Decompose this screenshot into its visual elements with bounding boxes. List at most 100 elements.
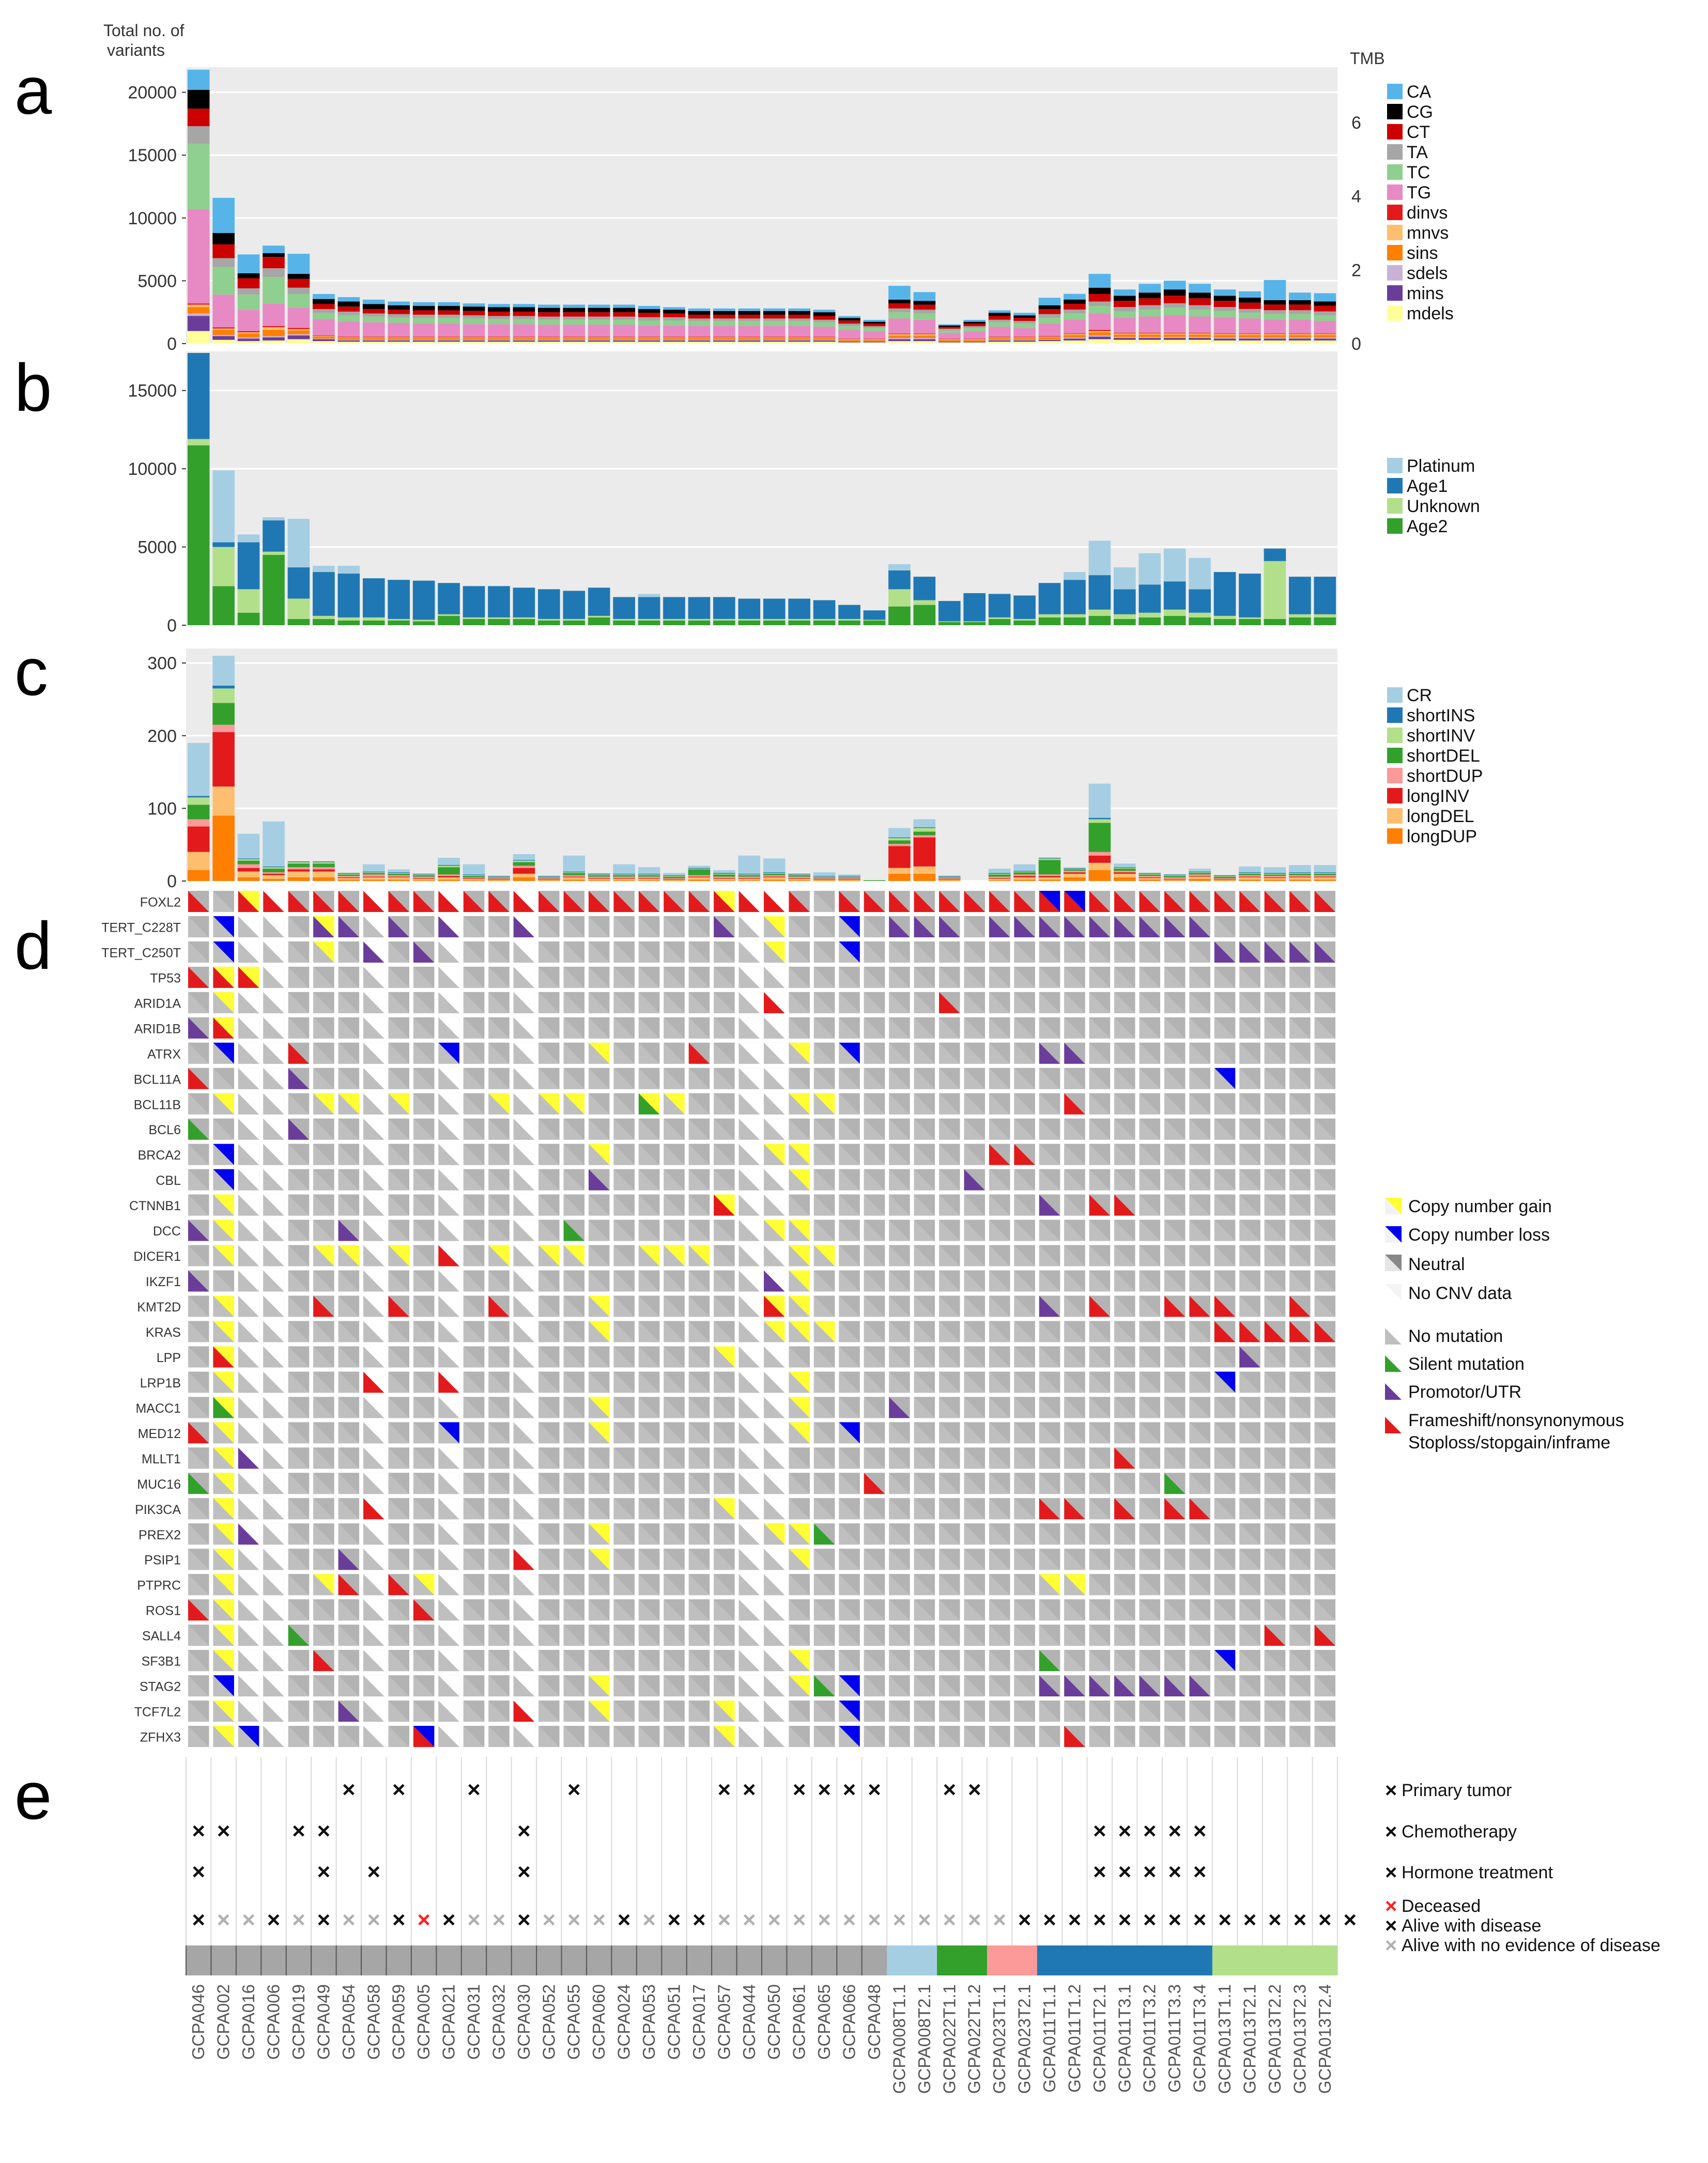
cnv-CTNNB1-GCPA057 — [714, 1194, 735, 1216]
cnv-FOXL2-GCPA054 — [338, 891, 360, 912]
mut-CTNNB1-GCPA022T1.1 — [939, 1194, 960, 1216]
mut-FOXL2-GCPA011T1.2 — [1064, 891, 1085, 912]
cnv-MACC1-GCPA022T1.1 — [939, 1397, 960, 1418]
cnv-LPP-GCPA060 — [588, 1346, 610, 1368]
mut-BCL6-GCPA022T1.1 — [939, 1118, 960, 1140]
bar-a-sdels-GCPA013T2.2 — [1264, 337, 1286, 339]
bar-a-sins-GCPA011T3.3 — [1163, 334, 1186, 337]
bar-a-mnvs-GCPA032 — [488, 337, 510, 338]
mut-BCL6-GCPA032 — [488, 1118, 510, 1140]
bar-c-shortDEL-GCPA011T3.1 — [1113, 869, 1136, 871]
bar-a-sins-GCPA017 — [688, 338, 711, 340]
cnv-BCL6-GCPA032 — [488, 1118, 510, 1140]
mut-MACC1-GCPA065 — [813, 1397, 835, 1418]
cnv-BCL6-GCPA013T2.1 — [1239, 1118, 1260, 1140]
mut-MLLT1-GCPA006 — [263, 1447, 284, 1469]
cnv-TERT_C228T-GCPA050 — [764, 916, 785, 937]
bar-c-CR-GCPA016 — [237, 833, 260, 859]
mut-PIK3CA-GCPA065 — [813, 1498, 835, 1520]
bar-a-CG-GCPA066 — [838, 318, 860, 321]
cnv-DICER1-GCPA008T1.1 — [889, 1245, 910, 1266]
mut-KRAS-GCPA013T2.4 — [1314, 1321, 1335, 1342]
cnv-FOXL2-GCPA061 — [789, 891, 810, 912]
mut-MLLT1-GCPA061 — [789, 1447, 810, 1469]
bar-b-Age1-GCPA055 — [563, 591, 586, 619]
cnv-BCL11B-GCPA024 — [613, 1093, 635, 1115]
mut-BCL11B-GCPA019 — [288, 1093, 310, 1115]
cnv-FOXL2-GCPA059 — [388, 891, 409, 912]
bar-a-TG-GCPA008T2.1 — [913, 319, 936, 334]
mut-DCC-GCPA006 — [263, 1219, 284, 1241]
mut-MUC16-GCPA046 — [188, 1473, 209, 1494]
mut-IKZF1-GCPA019 — [288, 1270, 310, 1292]
bar-a-CG-GCPA022T1.2 — [963, 321, 986, 324]
mut-CBL-GCPA011T1.1 — [1039, 1169, 1060, 1191]
mut-IKZF1-GCPA065 — [813, 1270, 835, 1292]
mut-CBL-GCPA013T2.2 — [1264, 1169, 1286, 1191]
cnv-PIK3CA-GCPA049 — [313, 1498, 334, 1520]
mut-BCL6-GCPA011T3.2 — [1139, 1118, 1160, 1140]
cnv-DCC-GCPA031 — [463, 1219, 485, 1241]
mut-LPP-GCPA060 — [588, 1346, 610, 1368]
bar-c-CR-GCPA013T2.2 — [1264, 867, 1286, 873]
mut-DCC-GCPA023T1.1 — [989, 1219, 1010, 1241]
cnv-FOXL2-GCPA011T3.1 — [1114, 891, 1135, 912]
mut-ARID1B-GCPA011T3.2 — [1139, 1017, 1160, 1039]
cnv-LPP-GCPA011T3.2 — [1139, 1346, 1160, 1368]
bar-a-CT-GCPA032 — [488, 311, 510, 316]
mut-IKZF1-GCPA011T2.1 — [1089, 1270, 1111, 1292]
bar-b-Age2-GCPA060 — [588, 617, 610, 625]
mut-DCC-GCPA061 — [789, 1219, 810, 1241]
mut-BCL6-GCPA066 — [839, 1118, 860, 1140]
mut-ARID1B-GCPA049 — [313, 1017, 334, 1039]
bar-a-sdels-GCPA060 — [588, 339, 610, 341]
bar-c-longINV-GCPA011T3.1 — [1113, 872, 1136, 874]
bar-b-Age2-GCPA008T2.1 — [913, 605, 936, 625]
cnv-KRAS-GCPA011T3.4 — [1189, 1321, 1210, 1342]
bar-c-shortINV-GCPA024 — [613, 874, 635, 875]
mut-KRAS-GCPA065 — [813, 1321, 835, 1342]
cnv-TERT_C250T-GCPA005 — [413, 941, 435, 963]
mut-ATRX-GCPA051 — [664, 1042, 685, 1064]
mut-ARID1A-GCPA044 — [738, 992, 760, 1013]
cnv-LPP-GCPA044 — [738, 1346, 760, 1368]
mut-ARID1B-GCPA008T1.1 — [889, 1017, 910, 1039]
mut-DICER1-GCPA053 — [638, 1245, 660, 1266]
cnv-DCC-GCPA013T2.4 — [1314, 1219, 1335, 1241]
gene-label-ARID1A: ARID1A — [134, 996, 181, 1011]
bar-a-mins-GCPA032 — [488, 340, 510, 342]
cnv-CBL-GCPA049 — [313, 1169, 334, 1191]
bar-a-TA-GCPA054 — [337, 311, 360, 316]
mut-CTNNB1-GCPA065 — [813, 1194, 835, 1216]
mut-ARID1A-GCPA023T1.1 — [989, 992, 1010, 1013]
bar-a-TC-GCPA060 — [588, 319, 610, 325]
mut-ATRX-GCPA052 — [538, 1042, 560, 1064]
bar-a-TA-GCPA017 — [688, 318, 711, 321]
bar-a-sins-GCPA046 — [187, 307, 210, 314]
panel-a-y2tick-label: 6 — [1351, 113, 1361, 133]
bar-b-Age2-GCPA032 — [488, 619, 510, 625]
bar-a-sdels-GCPA022T1.2 — [963, 341, 986, 342]
mut-TERT_C228T-GCPA008T2.1 — [914, 916, 935, 937]
mut-FOXL2-GCPA008T2.1 — [914, 891, 935, 912]
bar-b-Age1-GCPA022T1.1 — [938, 601, 961, 622]
mut-BRCA2-GCPA011T3.1 — [1114, 1144, 1135, 1165]
cnv-IKZF1-GCPA011T3.1 — [1114, 1270, 1135, 1292]
bar-b-Unknown-GCPA049 — [313, 615, 335, 619]
mut-BCL11B-GCPA011T1.2 — [1064, 1093, 1085, 1115]
mut-BCL11B-GCPA022T1.1 — [939, 1093, 960, 1115]
gene-label-BRCA2: BRCA2 — [138, 1148, 181, 1163]
mut-BCL11A-GCPA011T3.3 — [1164, 1068, 1186, 1089]
cnv-MUC16-GCPA057 — [714, 1473, 735, 1494]
mut-TERT_C250T-GCPA048 — [864, 941, 885, 963]
mut-BCL11A-GCPA022T1.1 — [939, 1068, 960, 1089]
bar-a-TA-GCPA006 — [263, 268, 285, 277]
cnv-BCL11B-GCPA057 — [714, 1093, 735, 1115]
cnv-PIK3CA-GCPA058 — [363, 1498, 384, 1520]
mut-IKZF1-GCPA022T1.1 — [939, 1270, 960, 1292]
cnv-MLLT1-GCPA008T1.1 — [889, 1447, 910, 1469]
bar-a-CA-GCPA022T1.1 — [938, 324, 961, 326]
bar-b-Platinum-GCPA054 — [337, 565, 360, 574]
bar-a-dinvs-GCPA013T1.1 — [1213, 333, 1236, 334]
mut-DICER1-GCPA060 — [588, 1245, 610, 1266]
